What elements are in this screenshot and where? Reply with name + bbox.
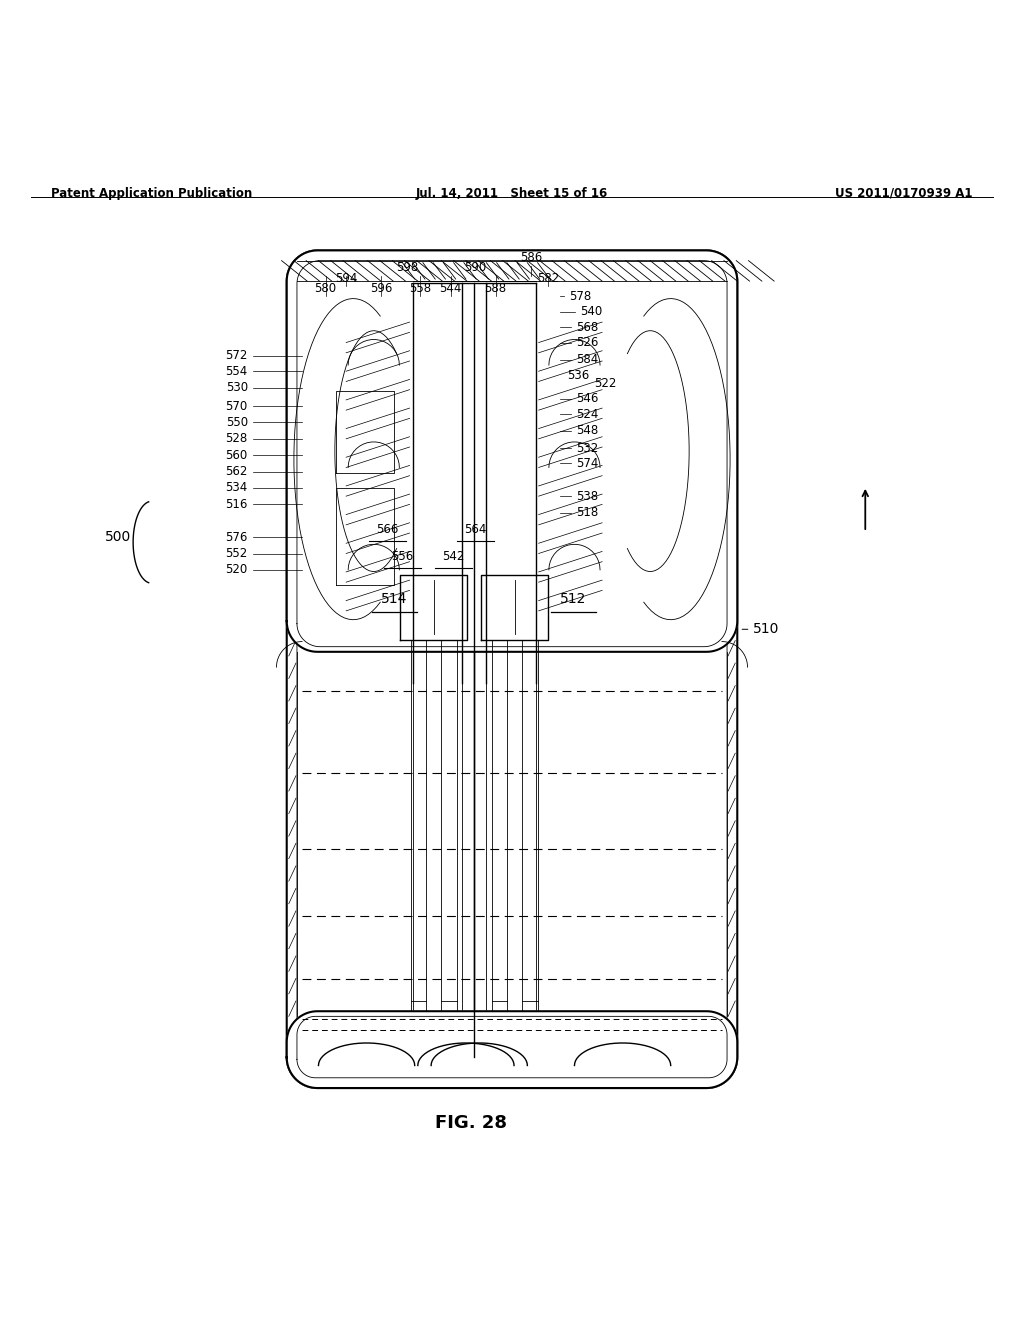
Text: 510: 510	[753, 622, 779, 636]
Text: 544: 544	[439, 281, 462, 294]
Text: 570: 570	[225, 400, 248, 413]
Text: 542: 542	[442, 550, 465, 564]
Polygon shape	[287, 1011, 737, 1088]
Text: 580: 580	[314, 281, 337, 294]
Text: 566: 566	[376, 524, 398, 536]
Text: 590: 590	[464, 261, 486, 275]
Text: 518: 518	[577, 506, 599, 519]
Text: 554: 554	[225, 364, 248, 378]
Text: 578: 578	[569, 290, 592, 304]
Text: 540: 540	[581, 305, 603, 318]
Text: 556: 556	[391, 550, 414, 564]
Text: 530: 530	[225, 381, 248, 395]
Text: 564: 564	[464, 524, 486, 536]
Text: 572: 572	[225, 350, 248, 363]
Text: 538: 538	[577, 490, 599, 503]
Text: 514: 514	[381, 591, 408, 606]
Text: 594: 594	[335, 272, 357, 285]
Text: 522: 522	[594, 378, 616, 389]
Text: 548: 548	[577, 424, 599, 437]
Text: US 2011/0170939 A1: US 2011/0170939 A1	[836, 187, 973, 199]
Text: 532: 532	[577, 441, 599, 454]
Text: 584: 584	[577, 354, 599, 367]
Text: 500: 500	[104, 531, 131, 544]
Text: Jul. 14, 2011   Sheet 15 of 16: Jul. 14, 2011 Sheet 15 of 16	[416, 187, 608, 199]
Text: 568: 568	[577, 321, 599, 334]
Text: 550: 550	[225, 416, 248, 429]
Text: 546: 546	[577, 392, 599, 405]
Text: 512: 512	[560, 591, 587, 606]
Text: 596: 596	[370, 281, 392, 294]
Text: FIG. 28: FIG. 28	[435, 1114, 507, 1131]
Text: 588: 588	[484, 281, 507, 294]
Text: 534: 534	[225, 482, 248, 495]
Text: 576: 576	[225, 531, 248, 544]
Text: 526: 526	[577, 337, 599, 348]
Text: 536: 536	[567, 368, 590, 381]
Polygon shape	[287, 251, 737, 1088]
Text: 552: 552	[225, 546, 248, 560]
Text: Patent Application Publication: Patent Application Publication	[51, 187, 253, 199]
Text: 524: 524	[577, 408, 599, 421]
Text: 520: 520	[225, 564, 248, 577]
Text: 598: 598	[396, 261, 419, 275]
Text: 560: 560	[225, 449, 248, 462]
Text: 528: 528	[225, 433, 248, 445]
Polygon shape	[287, 251, 737, 652]
Text: 516: 516	[225, 498, 248, 511]
Text: 574: 574	[577, 457, 599, 470]
Text: 582: 582	[537, 272, 559, 285]
Text: 586: 586	[520, 251, 543, 264]
Text: 562: 562	[225, 465, 248, 478]
Text: 558: 558	[409, 281, 431, 294]
